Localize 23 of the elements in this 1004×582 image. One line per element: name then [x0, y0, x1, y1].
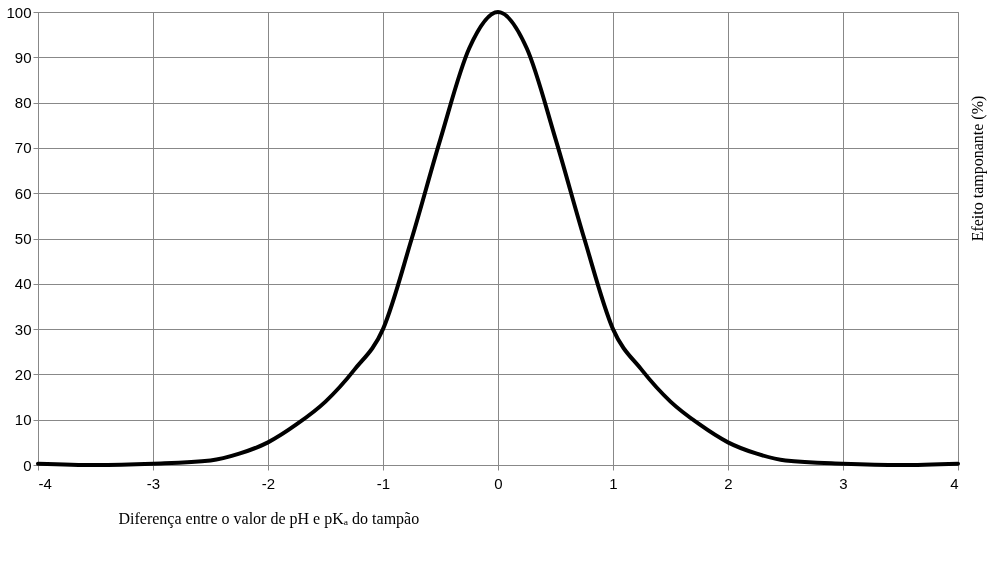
y-tick-label: 70	[14, 139, 32, 157]
line-series	[36, 10, 960, 467]
x-axis-title: Diferença entre o valor de pH e pKₐ do tampão	[118, 509, 420, 528]
y-tick-label: 60	[14, 184, 32, 202]
y-tick-label: 20	[14, 365, 32, 383]
y-tick-label: 50	[14, 230, 32, 247]
y-axis-title: Efeito tamponante (%)	[969, 95, 987, 242]
y-tick-label: 10	[14, 411, 32, 429]
x-tick-label: -4	[38, 474, 52, 492]
y-tick-label: 40	[14, 275, 32, 293]
x-tick-label: 4	[950, 474, 959, 492]
y-tick-label: 100	[6, 3, 32, 21]
x-tick-label: 0	[494, 474, 503, 492]
x-tick-label: -1	[376, 474, 391, 492]
y-tick-label: 30	[14, 320, 32, 338]
y-tick-label: 90	[14, 48, 32, 66]
y-tick-label: 80	[14, 94, 32, 112]
x-tick-label: -2	[261, 474, 276, 492]
y-tick-label: 0	[23, 456, 32, 474]
x-tick-label: 3	[839, 474, 848, 492]
x-tick-label: 2	[724, 474, 733, 492]
x-tick-label: -3	[146, 474, 161, 492]
x-tick-label: 1	[609, 474, 618, 492]
